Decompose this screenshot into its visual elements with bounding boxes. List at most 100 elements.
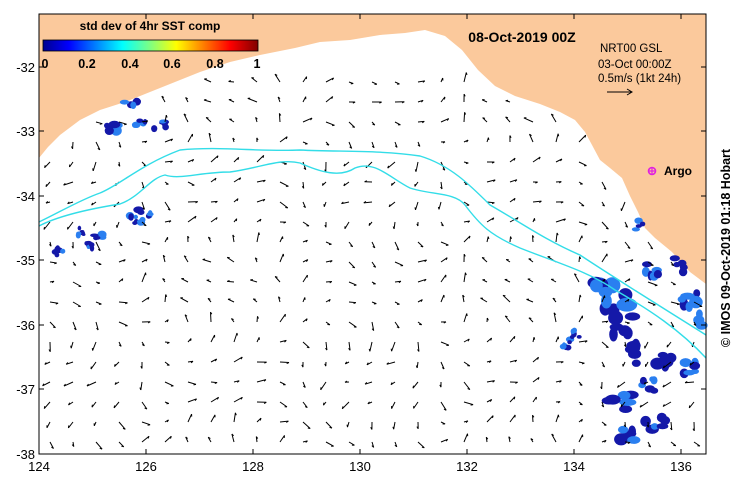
current-arrow xyxy=(391,341,396,352)
current-arrow-head xyxy=(257,316,259,319)
current-arrow xyxy=(532,235,534,243)
current-arrow-head xyxy=(141,344,145,347)
current-arrow-head xyxy=(421,446,425,449)
current-arrow xyxy=(348,321,357,328)
current-arrow-head xyxy=(326,143,330,146)
current-arrow xyxy=(233,332,238,343)
current-arrow-head xyxy=(254,257,258,260)
current-arrow-head xyxy=(139,387,142,391)
current-arrow-head xyxy=(662,404,665,407)
current-arrow xyxy=(46,421,51,429)
current-arrow-head xyxy=(97,248,101,252)
current-arrow-head xyxy=(535,181,538,184)
current-arrow-head xyxy=(121,445,124,448)
sst-patch xyxy=(136,118,144,123)
current-arrow xyxy=(504,315,511,323)
colorbar-tick: 1 xyxy=(254,57,261,71)
current-arrow-head xyxy=(55,302,59,305)
current-arrow-head xyxy=(348,347,351,351)
current-arrow-head xyxy=(90,181,94,184)
current-arrow-head xyxy=(324,363,327,367)
current-arrow-head xyxy=(627,442,631,444)
current-arrow-head xyxy=(466,139,469,143)
current-arrow-head xyxy=(671,325,675,328)
current-arrow-head xyxy=(401,101,405,104)
current-arrow xyxy=(49,441,54,449)
current-arrow xyxy=(369,341,373,352)
current-arrow-head xyxy=(341,201,344,204)
current-arrow xyxy=(693,301,703,307)
current-arrow-head xyxy=(258,232,260,236)
current-arrow-head xyxy=(559,380,562,383)
current-arrow-head xyxy=(71,444,75,447)
current-arrow xyxy=(231,433,235,443)
current-arrow-head xyxy=(491,202,495,205)
current-arrow xyxy=(208,133,212,143)
current-arrow xyxy=(480,297,488,303)
current-arrow-head xyxy=(237,157,240,160)
current-arrow-head xyxy=(390,182,393,186)
current-arrow-head xyxy=(558,181,562,184)
current-arrow xyxy=(348,281,357,286)
current-arrow-head xyxy=(557,401,561,404)
current-arrow xyxy=(184,314,189,323)
current-arrow-head xyxy=(301,186,305,189)
sst-patch xyxy=(132,221,138,225)
current-arrow-head xyxy=(52,326,56,329)
current-arrow xyxy=(523,117,534,123)
current-arrow-head xyxy=(286,362,290,365)
current-arrow-head xyxy=(443,408,447,411)
current-arrow xyxy=(187,133,193,143)
colorbar-tick: 0.8 xyxy=(206,57,223,71)
current-arrow xyxy=(233,177,241,183)
current-arrow-head xyxy=(165,114,168,118)
current-arrow xyxy=(279,181,289,187)
current-arrow-head xyxy=(368,348,371,352)
sst-patch xyxy=(678,267,688,277)
current-arrow-head xyxy=(48,349,51,352)
current-arrow xyxy=(279,435,285,443)
current-arrow-head xyxy=(533,337,536,340)
x-tick-label: 136 xyxy=(670,459,692,474)
current-arrow xyxy=(164,435,172,443)
argo-label: Argo xyxy=(664,164,692,178)
current-arrow-head xyxy=(253,298,256,300)
current-arrow-head xyxy=(617,384,620,388)
current-arrow-head xyxy=(584,224,588,226)
sst-patch xyxy=(696,309,703,319)
current-arrow-head xyxy=(193,383,197,386)
current-arrow-head xyxy=(45,201,49,204)
current-arrow-head xyxy=(692,428,695,432)
current-arrow-head xyxy=(513,396,516,400)
current-arrow-head xyxy=(623,424,626,428)
current-arrow xyxy=(532,200,542,203)
sst-patch xyxy=(84,241,89,246)
current-arrow xyxy=(141,421,151,426)
sst-patch xyxy=(598,286,613,298)
current-arrow xyxy=(440,341,450,346)
current-arrow-head xyxy=(341,406,344,409)
current-arrow-head xyxy=(170,138,173,142)
x-tick-label: 130 xyxy=(349,459,371,474)
current-arrow xyxy=(320,381,327,391)
current-arrow-head xyxy=(600,386,603,390)
current-arrow-head xyxy=(560,158,563,162)
current-arrow-head xyxy=(329,426,333,429)
current-arrow xyxy=(639,401,649,408)
current-arrow-head xyxy=(232,234,235,238)
current-arrow-head xyxy=(441,224,444,227)
current-arrow xyxy=(440,438,448,443)
sst-patch xyxy=(104,126,114,135)
current-arrow-head xyxy=(73,264,76,266)
current-arrow xyxy=(164,294,167,303)
current-arrow xyxy=(279,361,290,363)
sst-patch xyxy=(650,423,659,430)
current-arrow xyxy=(463,112,466,123)
current-arrow-head xyxy=(563,218,566,222)
current-arrow-head xyxy=(556,232,559,236)
current-arrow-head xyxy=(63,383,66,387)
current-arrow xyxy=(462,295,465,303)
current-arrow xyxy=(210,217,218,223)
sst-patch xyxy=(642,261,652,268)
current-arrow-head xyxy=(124,123,127,126)
